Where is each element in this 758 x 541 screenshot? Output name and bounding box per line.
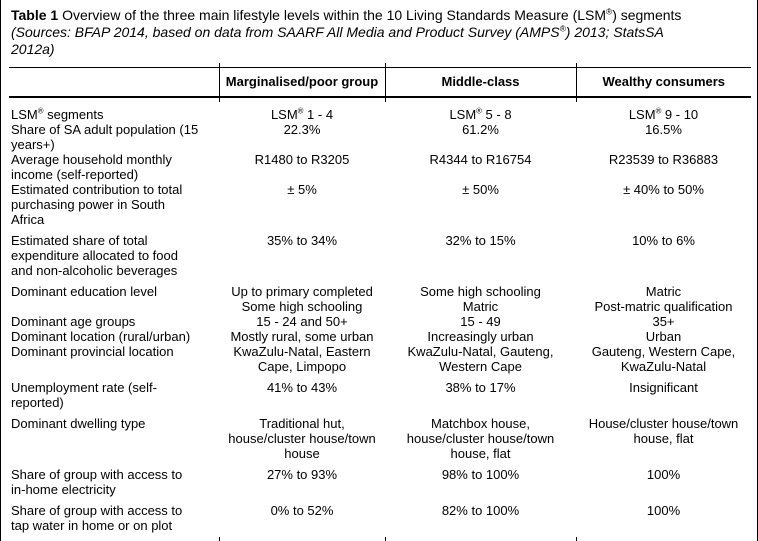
row-label: Dominant provincial location [11, 344, 174, 359]
cell-value: 22.3% [283, 122, 321, 137]
table-row-purchasing-power: Estimated contribution to total purchasi… [9, 182, 751, 227]
table-row-dwelling-type: Dominant dwelling type Traditional hut, … [9, 410, 751, 461]
cell-value: 15 - 24 and 50+ [256, 314, 348, 329]
row-label: Share of group with access to in-home el… [11, 467, 183, 497]
cell-value: LSM® 1 - 4 [270, 106, 334, 122]
row-label: Dominant education level [11, 284, 157, 299]
column-border-tick [576, 98, 577, 102]
cell-value: 41% to 43% [266, 380, 338, 395]
column-header-blank [9, 67, 219, 98]
table-row-food-expenditure: Estimated share of total expenditure all… [9, 227, 751, 278]
table-row-lsm-segments: LSM® segments LSM® 1 - 4 LSM® 5 - 8 LSM®… [9, 97, 751, 122]
column-border-tick [385, 537, 386, 541]
row-label: Share of SA adult population (15 years+) [11, 122, 199, 152]
cell-value: Mostly rural, some urban [230, 329, 374, 344]
cell-value: 100% [576, 497, 751, 541]
table-row-provincial-location: Dominant provincial location KwaZulu-Nat… [9, 344, 751, 374]
cell-value: LSM® 5 - 8 [449, 106, 512, 122]
cell-value: ± 40% to 50% [623, 182, 704, 197]
cell-value: R4344 to R16754 [429, 152, 532, 167]
cell-value: Traditional hut, house/cluster house/tow… [228, 416, 376, 461]
cell-value: 35+ [652, 314, 675, 329]
column-border-tick [219, 537, 220, 541]
cell-value: Matchbox house, house/cluster house/town… [406, 416, 555, 461]
cell-value: 16.5% [645, 122, 682, 137]
row-label: Unemployment rate (self- reported) [11, 380, 157, 410]
row-label: Dominant age groups [11, 314, 136, 329]
cell-value: ± 5% [287, 182, 317, 197]
cell-value: Gauteng, Western Cape, KwaZulu-Natal [591, 344, 736, 374]
cell-value: LSM® 9 - 10 [628, 106, 699, 122]
column-header-middle-class: Middle-class [384, 67, 576, 98]
column-header-wealthy-consumers: Wealthy consumers [575, 67, 751, 98]
cell-value: Insignificant [629, 380, 698, 395]
table-row-tap-water-access: Share of group with access to tap water … [9, 497, 751, 541]
row-label: LSM® segments [11, 106, 104, 122]
column-border-tick [385, 63, 386, 68]
row-label: Dominant dwelling type [11, 416, 146, 431]
cell-value: 32% to 15% [445, 233, 516, 248]
row-label: Average household monthly income (self-r… [11, 152, 172, 182]
lsm-segments-table: Marginalised/poor group Middle-class Wea… [9, 67, 751, 541]
header-row: Marginalised/poor group Middle-class Wea… [9, 67, 751, 98]
column-border-tick [576, 537, 577, 541]
cell-value: 0% to 52% [219, 497, 385, 541]
table-caption-title: Overview of the three main lifestyle lev… [58, 6, 682, 23]
column-border-tick [385, 98, 386, 102]
table-row-unemployment-rate: Unemployment rate (self- reported) 41% t… [9, 374, 751, 410]
cell-value: 61.2% [462, 122, 499, 137]
cell-value: 38% to 17% [445, 380, 516, 395]
cell-value: Matric Post-matric qualification [594, 284, 733, 314]
column-border-tick [576, 63, 577, 68]
cell-value: KwaZulu-Natal, Gauteng, Western Cape [407, 344, 554, 374]
column-header-marginalised-poor-group: Marginalised/poor group [218, 67, 385, 98]
table-row-population-share: Share of SA adult population (15 years+)… [9, 122, 751, 152]
lsm-table-wrap: Marginalised/poor group Middle-class Wea… [9, 63, 751, 541]
cell-value: Urban [645, 329, 682, 344]
column-border-tick [219, 98, 220, 102]
row-label: Dominant location (rural/urban) [11, 329, 191, 344]
caption-sources-line2: 2012a) [11, 41, 55, 57]
cell-value: R23539 to R36883 [608, 152, 719, 167]
table-caption: Table 1 Overview of the three main lifes… [1, 0, 757, 24]
table-row-education-level: Dominant education level Up to primary c… [9, 278, 751, 314]
table-caption-sources: (Sources: BFAP 2014, based on data from … [1, 24, 757, 58]
cell-value: Some high schooling Matric [420, 284, 541, 314]
cell-value: 98% to 100% [441, 467, 520, 482]
cell-value: Up to primary completed Some high school… [231, 284, 373, 314]
row-label: Estimated share of total expenditure all… [11, 233, 178, 278]
cell-value: 10% to 6% [632, 233, 695, 248]
cell-value: 27% to 93% [266, 467, 338, 482]
cell-value: KwaZulu-Natal, Eastern Cape, Limpopo [233, 344, 371, 374]
table-row-household-income: Average household monthly income (self-r… [9, 152, 751, 182]
table-row-location-rural-urban: Dominant location (rural/urban) Mostly r… [9, 329, 751, 344]
column-border-tick [219, 63, 220, 68]
caption-sources-line1: (Sources: BFAP 2014, based on data from … [11, 23, 664, 40]
cell-value: 100% [646, 467, 681, 482]
table-caption-label: Table 1 [11, 7, 59, 23]
cell-value: 15 - 49 [460, 314, 501, 329]
cell-value: 35% to 34% [266, 233, 338, 248]
row-label: Share of group with access to tap water … [9, 497, 219, 541]
cell-value: ± 50% [462, 182, 499, 197]
cell-value: Increasingly urban [427, 329, 534, 344]
cell-value: R1480 to R3205 [254, 152, 350, 167]
cell-value: 82% to 100% [385, 497, 576, 541]
table-row-electricity-access: Share of group with access to in-home el… [9, 461, 751, 497]
cell-value: House/cluster house/town house, flat [588, 416, 739, 446]
table-row-age-groups: Dominant age groups 15 - 24 and 50+ 15 -… [9, 314, 751, 329]
row-label: Estimated contribution to total purchasi… [11, 182, 183, 227]
